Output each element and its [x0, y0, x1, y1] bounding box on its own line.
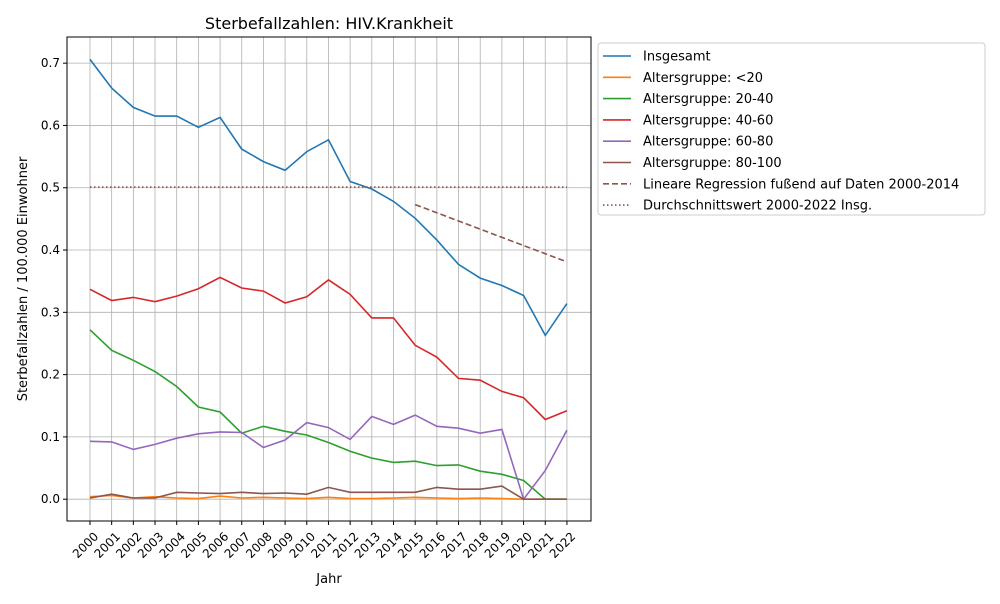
legend-label: Altersgruppe: 40-60	[643, 113, 773, 128]
legend-label: Lineare Regression fußend auf Daten 2000…	[643, 177, 959, 192]
series-line-6	[414, 203, 568, 263]
y-tick-label: 0.0	[41, 492, 60, 506]
series-line-5	[89, 485, 567, 501]
series-line-3	[89, 276, 568, 421]
legend-label: Insgesamt	[643, 50, 711, 65]
series-line-0	[89, 58, 568, 337]
legend-label: Altersgruppe: <20	[643, 71, 763, 86]
legend-label: Altersgruppe: 20-40	[643, 92, 773, 107]
grid	[67, 37, 591, 521]
y-tick-label: 0.6	[41, 118, 60, 132]
y-axis-ticks: 0.0 0.1 0.2 0.3 0.4 0.5 0.6 0.7	[41, 56, 67, 506]
legend-label: Altersgruppe: 60-80	[643, 135, 773, 150]
y-tick-label: 0.7	[41, 56, 60, 70]
y-tick-label: 0.2	[41, 368, 60, 382]
y-tick-label: 0.4	[41, 243, 60, 257]
legend-label: Altersgruppe: 80-100	[643, 156, 782, 171]
series-lines	[89, 58, 568, 501]
y-tick-label: 0.3	[41, 305, 60, 319]
y-axis-label: Sterbefallzahlen / 100.000 Einwohner	[16, 156, 31, 401]
x-axis-label: Jahr	[315, 572, 342, 587]
series-line-1	[89, 494, 567, 501]
legend-box	[597, 42, 986, 216]
legend: Insgesamt Altersgruppe: <20 Altersgruppe: …	[597, 42, 986, 216]
y-tick-label: 0.5	[41, 181, 60, 195]
y-tick-label: 0.1	[41, 430, 60, 444]
x-axis-ticks: 2000200120022003200420052006200720082009…	[70, 521, 578, 561]
plot-area	[66, 36, 592, 522]
series-line-4	[89, 414, 568, 501]
x-tick-label: 2022	[547, 529, 578, 560]
legend-label: Durchschnittswert 2000-2022 Insg.	[643, 199, 872, 214]
series-line-2	[89, 329, 567, 501]
chart-title: Sterbefallzahlen: HIV.Krankheit	[205, 14, 453, 33]
